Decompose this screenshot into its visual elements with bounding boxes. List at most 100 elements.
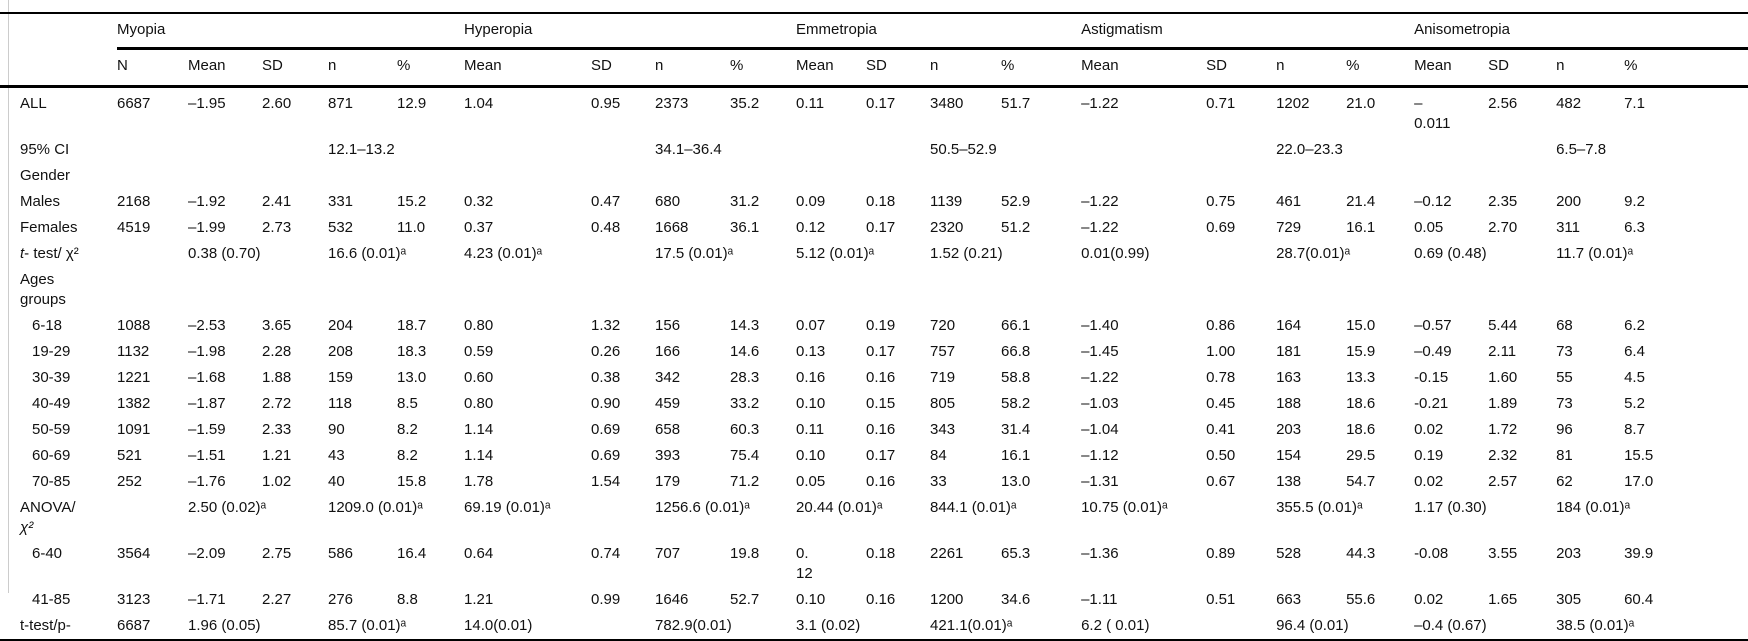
table-cell: 52.7 (730, 591, 760, 608)
table-cell: 0.47 (591, 193, 621, 210)
table-cell: 60.4 (1624, 591, 1654, 608)
table-cell (117, 495, 188, 541)
table-row: Gender (0, 163, 1748, 189)
table-cell (117, 241, 188, 267)
page-edge-line (8, 0, 9, 593)
row-label-text: t (20, 245, 25, 262)
table-cell: 138 (1276, 473, 1302, 490)
table-cell: 0.32 (464, 193, 494, 210)
table-cell: –0.12 (1414, 193, 1452, 210)
table-cell (464, 137, 655, 163)
table-cell: 14.0(0.01) (464, 617, 533, 634)
table-cell: 14.3 (730, 317, 760, 334)
table-cell: 0.38 (0.70) (188, 245, 261, 262)
table-cell: 34.1–36.4 (655, 141, 722, 158)
table-cell: 0.05 (1414, 219, 1444, 236)
table-cell: 0.19 (1414, 447, 1444, 464)
group-header-astigmatism: Astigmatism (1081, 13, 1415, 50)
table-cell: 96 (1556, 421, 1573, 438)
table-cell: 2.75 (262, 545, 292, 562)
table-cell: 19.8 (730, 545, 760, 562)
table-cell: 8.5 (397, 395, 418, 412)
table-cell: 0.15 (866, 395, 896, 412)
table-cell: 1.00 (1206, 343, 1236, 360)
table-cell: –1.51 (188, 447, 226, 464)
table-cell: –1.87 (188, 395, 226, 412)
row-label-text: 41-85 (32, 591, 71, 608)
table-cell: 729 (1276, 219, 1302, 236)
table-cell: 1.89 (1488, 395, 1518, 412)
table-cell: 6.4 (1624, 343, 1645, 360)
table-cell: 51.7 (1001, 95, 1031, 112)
table-cell: –1.92 (188, 193, 226, 210)
table-cell: 0.17 (866, 447, 896, 464)
row-label: 50-59 (0, 417, 117, 443)
row-label-text: 50-59 (32, 421, 71, 438)
table-cell: 3.65 (262, 317, 292, 334)
table-cell: 16.1 (1346, 219, 1376, 236)
table-cell: 871 (328, 95, 354, 112)
table-cell: 1200 (930, 591, 964, 608)
table-cell: 6.3 (1624, 219, 1645, 236)
column-header: SD (591, 48, 656, 88)
table-cell: 0.01(0.99) (1081, 245, 1150, 262)
table-row: 30-39 1221 –1.68 1.88 159 13.0 0.60 0.38 342 28.3… (0, 365, 1748, 391)
table-cell: 0.02 (1414, 473, 1444, 490)
table-cell: 1209.0 (0.01)ᵃ (328, 499, 423, 516)
table-cell: –1.98 (188, 343, 226, 360)
table-cell: –1.36 (1081, 545, 1119, 562)
table-cell: 421.1(0.01)ᵃ (930, 617, 1013, 634)
table-cell: 181 (1276, 343, 1302, 360)
table-cell: 6.5–7.8 (1556, 141, 1607, 158)
table-cell: 658 (655, 421, 681, 438)
table-cell: 188 (1276, 395, 1302, 412)
table-cell: 0.38 (591, 369, 621, 386)
table-cell: 60.3 (730, 421, 760, 438)
table-cell: 13.0 (1001, 473, 1031, 490)
table-cell: 680 (655, 193, 681, 210)
table-cell: –1.99 (188, 219, 226, 236)
table-cell: 1.65 (1488, 591, 1518, 608)
table-cell: 3480 (930, 95, 964, 112)
table-cell: 179 (655, 473, 681, 490)
row-label-text: t-test/p- (20, 617, 71, 634)
column-header: SD (1206, 48, 1277, 88)
table-cell: 0.11 (796, 421, 825, 438)
table-cell: 6.2 ( 0.01) (1081, 617, 1150, 634)
table-row: 19-29 1132 –1.98 2.28 208 18.3 0.59 0.26 166 14.6… (0, 339, 1748, 365)
row-label-text: 60-69 (32, 447, 71, 464)
table-cell: 1.32 (591, 317, 621, 334)
table-cell: 35.2 (730, 95, 760, 112)
table-cell: 0.16 (796, 369, 826, 386)
table-cell: –1.22 (1081, 193, 1119, 210)
table-cell: 85.7 (0.01)ᵃ (328, 617, 407, 634)
table-cell: 663 (1276, 591, 1302, 608)
column-header: N (117, 48, 188, 88)
table-cell: 55.6 (1346, 591, 1376, 608)
table-row: 60-69 521 –1.51 1.21 43 8.2 1.14 0.69 393 75.4 0.1… (0, 443, 1748, 469)
table-row: 6-40 3564 –2.09 2.75 586 16.4 0.64 0.74 707 19.8 0… (0, 541, 1748, 587)
table-cell: 252 (117, 473, 143, 490)
table-cell: 1202 (1276, 95, 1310, 112)
table-cell: 0.16 (866, 421, 896, 438)
table-cell: 0.48 (591, 219, 621, 236)
table-cell: 159 (328, 369, 354, 386)
table-cell: –1.68 (188, 369, 226, 386)
table-cell: 12.1–13.2 (328, 141, 395, 158)
table-container: Myopia Hyperopia Emmetropia Astigmatism … (0, 12, 1748, 641)
column-header: n (655, 48, 731, 88)
table-cell: 2320 (930, 219, 964, 236)
table-cell: 0.71 (1206, 95, 1236, 112)
table-row: Males 2168 –1.92 2.41 331 15.2 0.32 0.47 680 31.2… (0, 189, 1748, 215)
row-label: 95% CI (0, 137, 117, 163)
table-cell: 15.0 (1346, 317, 1376, 334)
table-cell: 0.16 (866, 473, 896, 490)
table-cell: 0.37 (464, 219, 494, 236)
column-header: % (397, 48, 465, 88)
table-cell: 0.78 (1206, 369, 1236, 386)
table-cell: 2373 (655, 95, 689, 112)
table-cell: 0.69 (0.48) (1414, 245, 1487, 262)
table-cell: 15.9 (1346, 343, 1376, 360)
row-label: 30-39 (0, 365, 117, 391)
table-cell: 16.1 (1001, 447, 1031, 464)
